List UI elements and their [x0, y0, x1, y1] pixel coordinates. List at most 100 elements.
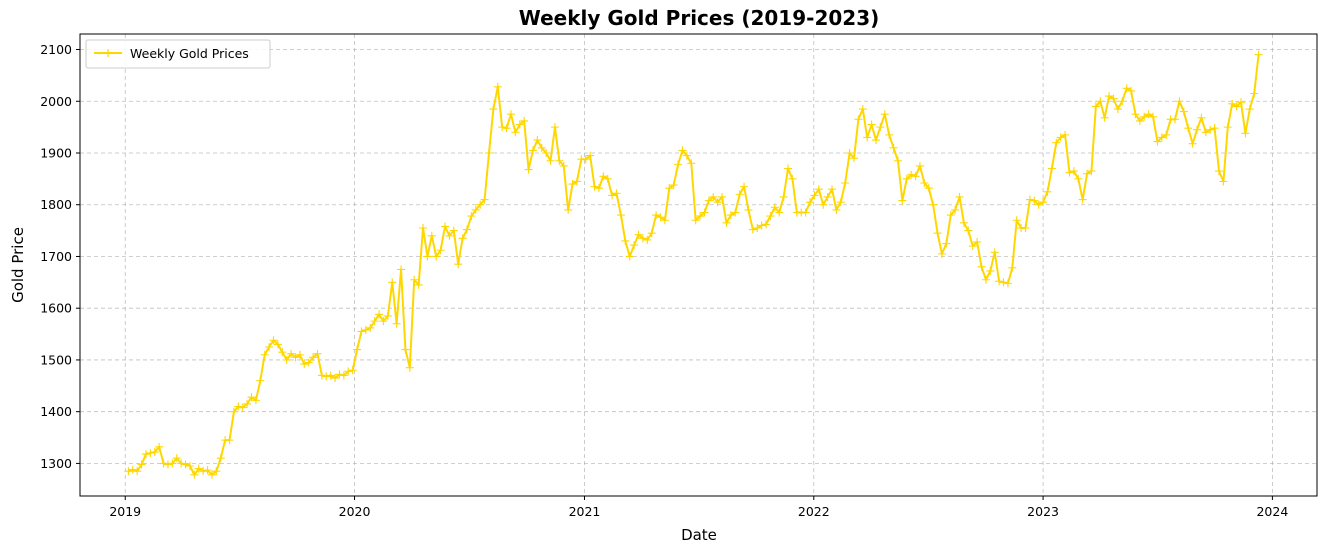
data-point-marker — [656, 213, 665, 222]
data-point-marker — [1188, 139, 1197, 148]
data-point-marker — [251, 396, 260, 405]
data-point-marker — [995, 277, 1004, 286]
data-point-marker — [1021, 224, 1030, 233]
data-point-marker — [788, 174, 797, 183]
y-tick-label: 2100 — [40, 42, 72, 57]
data-point-marker — [331, 374, 340, 383]
data-point-marker — [959, 218, 968, 227]
data-point-marker — [625, 252, 634, 261]
legend-box — [85, 39, 271, 69]
data-point-marker — [1030, 196, 1039, 205]
data-point-marker — [1025, 195, 1034, 204]
data-point-marker — [1175, 97, 1184, 106]
data-point-marker — [1241, 129, 1250, 138]
y-tick-label: 1800 — [40, 197, 72, 212]
data-point-marker — [317, 371, 326, 380]
data-point-marker — [946, 211, 955, 220]
data-point-marker — [528, 146, 537, 155]
data-point-marker — [498, 123, 507, 132]
data-point-marker — [630, 241, 639, 250]
data-point-marker — [427, 231, 436, 240]
data-point-marker — [660, 216, 669, 225]
data-point-marker — [586, 151, 595, 160]
data-point-marker — [665, 184, 674, 193]
x-tick-label: 2019 — [109, 504, 141, 519]
data-point-marker — [1135, 116, 1144, 125]
data-point-marker — [858, 105, 867, 114]
data-point-marker — [436, 246, 445, 255]
data-point-marker — [955, 192, 964, 201]
data-point-marker — [471, 205, 480, 214]
data-point-marker — [515, 120, 524, 129]
data-point-marker — [564, 205, 573, 214]
data-point-marker — [915, 161, 924, 170]
data-point-marker — [572, 177, 581, 186]
data-point-marker — [691, 216, 700, 225]
data-point-marker — [999, 278, 1008, 287]
data-point-marker — [546, 156, 555, 165]
data-point-marker — [775, 208, 784, 217]
data-point-marker — [137, 460, 146, 469]
data-point-marker — [1157, 133, 1166, 142]
data-point-marker — [1254, 50, 1263, 59]
data-point-marker — [590, 182, 599, 191]
data-point-marker — [647, 229, 656, 238]
data-point-marker — [704, 196, 713, 205]
data-point-marker — [454, 260, 463, 269]
data-point-marker — [287, 349, 296, 358]
data-point-marker — [608, 191, 617, 200]
data-point-marker — [1078, 195, 1087, 204]
data-point-marker — [291, 353, 300, 362]
data-point-marker — [375, 310, 384, 319]
data-point-marker — [190, 470, 199, 479]
data-point-marker — [550, 123, 559, 132]
data-point-marker — [480, 195, 489, 204]
data-point-marker — [718, 192, 727, 201]
data-point-marker — [1118, 97, 1127, 106]
data-point-marker — [300, 360, 309, 369]
data-point-marker — [1100, 113, 1109, 122]
data-point-marker — [524, 165, 533, 174]
data-point-marker — [867, 120, 876, 129]
data-point-marker — [929, 200, 938, 209]
data-point-marker — [880, 110, 889, 119]
data-point-marker — [537, 143, 546, 152]
data-point-marker — [726, 211, 735, 220]
data-point-marker — [1091, 102, 1100, 111]
data-point-marker — [1171, 115, 1180, 124]
data-point-marker — [748, 225, 757, 234]
data-point-marker — [484, 148, 493, 157]
data-point-marker — [414, 280, 423, 289]
data-point-marker — [181, 460, 190, 469]
data-point-marker — [964, 226, 973, 235]
data-point-marker — [234, 402, 243, 411]
data-point-marker — [893, 156, 902, 165]
data-point-marker — [1069, 167, 1078, 176]
data-point-marker — [533, 136, 542, 145]
data-point-marker — [568, 180, 577, 189]
data-point-marker — [229, 407, 238, 416]
data-point-marker — [616, 211, 625, 220]
legend-label: Weekly Gold Prices — [130, 46, 249, 61]
x-axis-label: Date — [681, 526, 717, 544]
data-point-marker — [159, 459, 168, 468]
data-point-marker — [784, 164, 793, 173]
x-tick-label: 2022 — [798, 504, 830, 519]
data-point-marker — [1149, 112, 1158, 121]
data-point-marker — [1219, 177, 1228, 186]
data-point-marker — [392, 319, 401, 328]
data-point-marker — [1008, 263, 1017, 272]
data-point-marker — [911, 172, 920, 181]
data-point-marker — [942, 239, 951, 248]
data-point-marker — [1131, 110, 1140, 119]
data-point-marker — [1056, 133, 1065, 142]
y-tick-label: 1400 — [40, 404, 72, 419]
data-point-marker — [603, 174, 612, 183]
data-point-marker — [133, 467, 142, 476]
data-point-marker — [814, 185, 823, 194]
data-point-marker — [1184, 124, 1193, 133]
data-point-marker — [770, 203, 779, 212]
data-point-marker — [863, 133, 872, 142]
axis-ticks: 2019 2020 2021 2022 2023 2024 1300 1400 1500 1600… — [40, 42, 1288, 519]
data-point-marker — [1052, 138, 1061, 147]
